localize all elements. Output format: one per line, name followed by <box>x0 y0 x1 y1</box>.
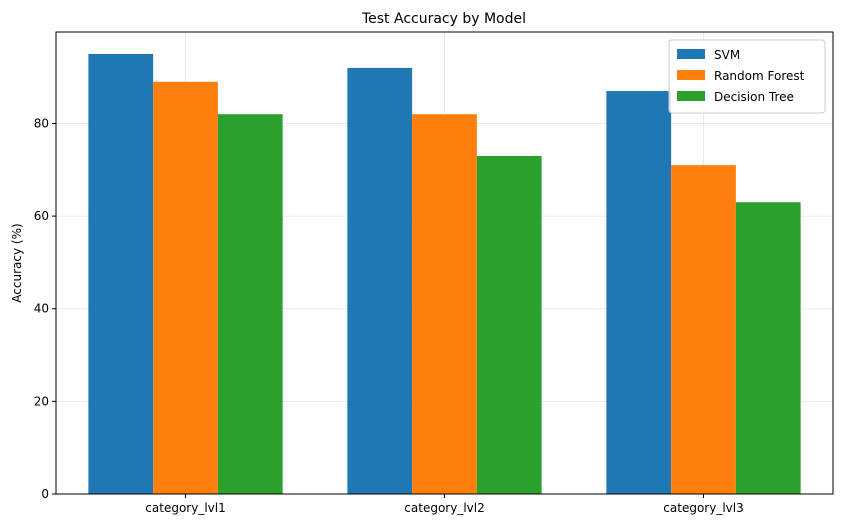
legend-swatch <box>677 49 705 59</box>
bar-svm-category_lvl2 <box>347 67 413 494</box>
y-tick-label: 0 <box>41 487 49 501</box>
legend-swatch <box>677 91 705 101</box>
x-tick-label: category_lvl3 <box>663 501 743 515</box>
bar-decision-tree-category_lvl1 <box>217 114 283 495</box>
y-tick-label: 40 <box>34 302 49 316</box>
bar-svm-category_lvl3 <box>606 91 672 494</box>
legend: SVM Random Forest Decision Tree <box>668 39 826 114</box>
legend-swatch <box>677 70 705 80</box>
legend-box <box>668 39 826 114</box>
bar-random-forest-category_lvl3 <box>671 165 736 494</box>
x-tick-label: category_lvl1 <box>145 501 225 515</box>
bar-random-forest-category_lvl2 <box>412 114 477 495</box>
y-tick-label: 80 <box>34 116 49 130</box>
legend-label: Random Forest <box>714 69 805 83</box>
ticks: 0 20 40 60 80 category_lvl1 category_lvl2 categ… <box>34 116 744 515</box>
legend-label: SVM <box>714 48 740 62</box>
x-tick-label: category_lvl2 <box>404 501 484 515</box>
bar-random-forest-category_lvl1 <box>153 81 218 494</box>
y-tick-label: 20 <box>34 394 49 408</box>
chart-title: Test Accuracy by Model <box>361 11 526 27</box>
y-axis-title: Accuracy (%) <box>10 223 24 302</box>
legend-label: Decision Tree <box>714 90 794 104</box>
bar-decision-tree-category_lvl2 <box>476 155 542 495</box>
y-tick-label: 60 <box>34 209 49 223</box>
bars <box>88 54 801 495</box>
bar-svm-category_lvl1 <box>88 54 154 494</box>
bar-decision-tree-category_lvl3 <box>735 202 801 495</box>
